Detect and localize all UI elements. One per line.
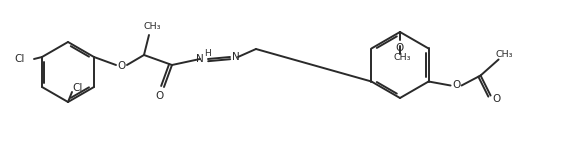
Text: O: O (452, 81, 461, 91)
Text: O: O (118, 61, 126, 71)
Text: N: N (196, 54, 204, 64)
Text: CH₃: CH₃ (393, 53, 411, 62)
Text: N: N (232, 52, 240, 62)
Text: Cl: Cl (73, 83, 83, 93)
Text: O: O (156, 91, 164, 101)
Text: CH₃: CH₃ (143, 23, 161, 31)
Text: Cl: Cl (15, 54, 25, 64)
Text: CH₃: CH₃ (496, 50, 513, 59)
Text: H: H (205, 49, 211, 59)
Text: O: O (492, 94, 501, 104)
Text: O: O (396, 43, 404, 53)
